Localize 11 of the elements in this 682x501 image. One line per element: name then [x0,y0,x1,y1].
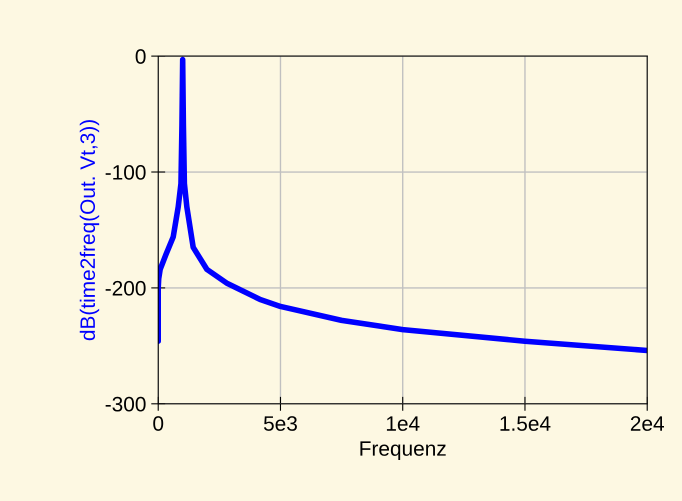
y-tick-label: -300 [106,396,146,412]
x-tick-label: 0 [153,416,164,431]
x-tick-label: 2e4 [630,416,664,431]
y-tick-label: -100 [106,165,146,180]
y-tick-label: -200 [106,280,146,296]
x-tick-label: 5e3 [264,416,297,431]
x-tick-label: 1.5e4 [500,416,550,431]
x-axis-title: Frequenz [360,441,446,460]
y-tick-label: 0 [136,49,146,64]
y-axis-title: dB(time2freq(Out. Vt,3)) [80,120,100,340]
x-tick-label: 1e4 [386,416,420,431]
